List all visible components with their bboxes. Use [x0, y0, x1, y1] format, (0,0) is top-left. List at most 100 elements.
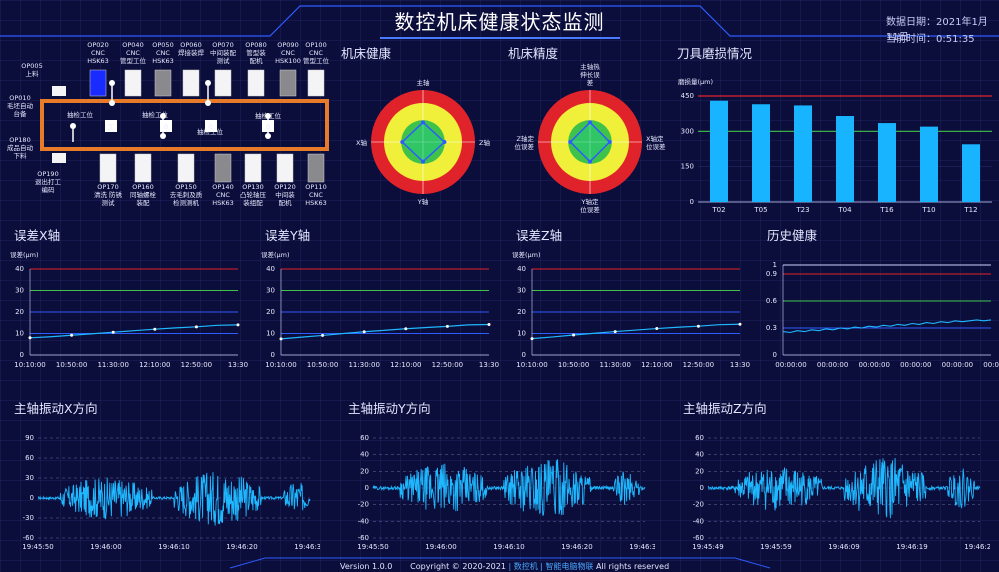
radar-axis-label: 位误差 — [515, 142, 535, 151]
top-station-box — [307, 69, 325, 97]
err-ylabel: 误差(μm) — [512, 250, 541, 259]
bottom-station-box — [276, 153, 294, 183]
err-point — [738, 322, 742, 326]
vib-xtick: 19:46:10 — [493, 543, 524, 551]
error-x-title: 误差X轴 — [14, 228, 61, 243]
top-station-label: CNC — [156, 49, 170, 57]
robot-tag-box — [262, 120, 274, 132]
hist-ytick: 1 — [773, 261, 777, 269]
top-station-label: 测试 — [217, 56, 231, 65]
hist-ytick: 0.6 — [766, 297, 778, 305]
bottom-station-box — [307, 153, 325, 183]
robot-tag: 0 — [266, 123, 270, 131]
bar-ytick: 300 — [681, 127, 694, 135]
err-point — [153, 327, 157, 331]
vib-ytick: 20 — [695, 467, 704, 475]
top-station-box — [214, 69, 232, 97]
top-station-label: HSK63 — [152, 57, 174, 65]
err-ytick: 10 — [266, 330, 275, 338]
bottom-station-label: 装组配 — [243, 198, 263, 207]
bottom-station-label: HSK63 — [305, 199, 327, 207]
vib-ytick: 60 — [360, 434, 369, 442]
top-station-box — [124, 69, 142, 97]
radar-point — [568, 140, 573, 144]
err-xtick: 11:30:00 — [348, 361, 379, 369]
error-y-line-chart: 误差(μm) 0 10 20 30 40 10:10:00 10:50:00 11:30:00 1… — [261, 250, 499, 369]
err-point — [194, 325, 198, 329]
err-ytick: 30 — [266, 287, 275, 295]
left-top-box — [52, 86, 66, 96]
bar — [710, 100, 728, 202]
radar-point — [588, 120, 592, 125]
left-top-label: 上料 — [26, 69, 40, 78]
hist-xtick: 00:00:00 — [775, 361, 806, 369]
radar-axis-label: 主轴 — [417, 78, 431, 87]
vib-xtick: 19:46:20 — [561, 543, 592, 551]
vib-xtick: 19:45:50 — [357, 543, 388, 551]
bar — [752, 104, 770, 202]
hist-xtick: 00:00:00 — [983, 361, 999, 369]
err-ytick: 40 — [266, 265, 275, 273]
top-station-label: OP100 — [305, 41, 326, 49]
radar-axis-label: Z轴定 — [517, 134, 535, 143]
err-point — [70, 333, 74, 337]
top-station-label: OP050 — [152, 41, 173, 49]
data-date: 数据日期：2021年1月11日 — [886, 13, 999, 43]
left-mid-label: 台备 — [14, 109, 28, 118]
err-point — [572, 333, 576, 337]
hist-xtick: 00:00:00 — [900, 361, 931, 369]
bottom-station-label: OP120 — [274, 183, 295, 191]
hist-series-line — [782, 319, 992, 334]
data-date-label: 数据日期： — [886, 17, 936, 28]
robot-label: 抽检工位 — [142, 110, 169, 119]
robot-joint — [160, 133, 166, 139]
vib-ytick: -60 — [358, 534, 369, 542]
top-station-label: 焊接装焊 — [178, 48, 205, 57]
err-series-line — [280, 323, 490, 340]
footer-company-link[interactable]: | 数控机 | 智能电脑物联 — [508, 562, 594, 571]
tool-wear-title: 刀具磨损情况 — [677, 46, 753, 61]
history-health-line-chart: 0 0.3 0.6 0.91 00:00:00 00:00:00 00:00:00 00:00… — [766, 261, 999, 369]
err-series-line — [29, 324, 239, 339]
top-station-label: HSK100 — [275, 57, 301, 65]
vib-xtick: 19:45:49 — [692, 543, 723, 551]
left-low-label: 成品自动 — [7, 143, 34, 152]
bar-category-label: T12 — [963, 206, 977, 214]
err-xtick: 13:30 — [730, 361, 750, 369]
footer-frame — [229, 557, 771, 569]
top-station-label: OP040 — [122, 41, 143, 49]
err-point — [530, 337, 534, 341]
radar-point — [588, 159, 592, 164]
err-xtick: 13:30 — [479, 361, 499, 369]
err-point — [655, 327, 659, 331]
bar — [920, 126, 938, 202]
left-low-label: 下料 — [14, 151, 28, 160]
left-bottom-label: 退出打工 — [35, 177, 62, 186]
error-z-line-chart: 误差(μm) 0 10 20 30 40 10:10:00 10:50:00 11:30:00 1… — [512, 250, 750, 369]
top-station-label: HSK63 — [87, 57, 109, 65]
err-point — [236, 323, 240, 327]
bar-category-label: T16 — [879, 206, 894, 214]
footer: Version 1.0.0 Copyright © 2020-2021 | 数控… — [340, 561, 669, 572]
err-xtick: 11:30:00 — [599, 361, 630, 369]
err-ytick: 20 — [517, 308, 526, 316]
robot-joint — [70, 123, 76, 129]
bottom-station-label: 装配 — [137, 198, 151, 207]
robot-joint — [265, 113, 271, 119]
robot-joint — [160, 113, 166, 119]
vib-ytick: -40 — [358, 517, 369, 525]
err-ytick: 30 — [15, 287, 24, 295]
bar-category-label: T05 — [753, 206, 767, 214]
bar-ylabel: 磨损量(μm) — [678, 77, 713, 86]
top-station-label: OP090 — [277, 41, 298, 49]
bottom-station-label: 清洗 防锈 — [94, 190, 123, 199]
vib-series-line — [707, 457, 981, 519]
err-ytick: 0 — [20, 351, 24, 359]
bar-category-label: T10 — [921, 206, 935, 214]
bottom-station-label: OP110 — [305, 183, 326, 191]
err-xtick: 12:50:00 — [432, 361, 463, 369]
vib-ytick: -40 — [693, 517, 704, 525]
err-point — [362, 330, 366, 334]
radar-point — [400, 140, 405, 144]
